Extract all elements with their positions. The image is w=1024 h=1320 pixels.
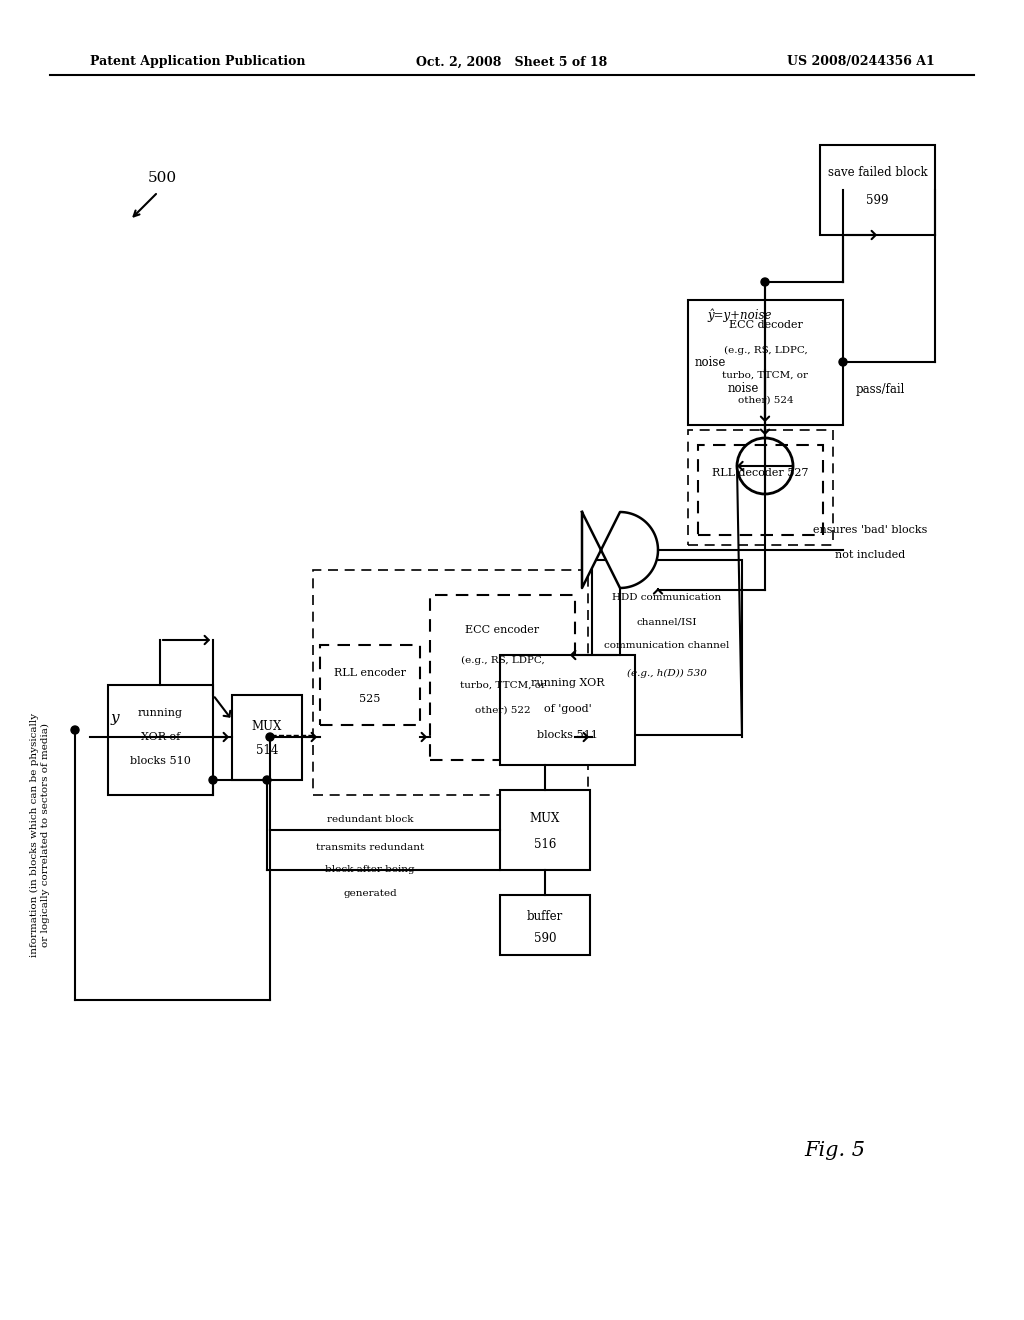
- Text: ensures 'bad' blocks: ensures 'bad' blocks: [813, 525, 927, 535]
- Circle shape: [266, 733, 274, 741]
- Bar: [430, 595, 575, 760]
- Text: US 2008/0244356 A1: US 2008/0244356 A1: [787, 55, 935, 69]
- Text: redundant block: redundant block: [327, 816, 414, 825]
- Bar: [698, 445, 823, 535]
- Text: of 'good': of 'good': [544, 704, 592, 714]
- Text: running: running: [138, 708, 183, 718]
- Text: buffer: buffer: [527, 911, 563, 924]
- Text: MUX: MUX: [529, 812, 560, 825]
- Bar: [319, 645, 420, 725]
- Text: Patent Application Publication: Patent Application Publication: [90, 55, 305, 69]
- Text: Oct. 2, 2008   Sheet 5 of 18: Oct. 2, 2008 Sheet 5 of 18: [417, 55, 607, 69]
- Bar: [313, 570, 588, 795]
- Text: RLL decoder 527: RLL decoder 527: [713, 469, 809, 478]
- Text: turbo, TTCM, or: turbo, TTCM, or: [460, 681, 546, 689]
- Bar: [500, 789, 590, 870]
- Text: (e.g., h(D)) 530: (e.g., h(D)) 530: [627, 668, 707, 677]
- Bar: [500, 895, 590, 954]
- Text: pass/fail: pass/fail: [855, 384, 904, 396]
- Text: blocks 510: blocks 510: [130, 756, 190, 766]
- Circle shape: [263, 776, 271, 784]
- Text: 514: 514: [256, 744, 279, 758]
- Text: y: y: [111, 711, 120, 725]
- Text: block after being: block after being: [326, 866, 415, 874]
- Circle shape: [761, 279, 769, 286]
- Text: information (in blocks which can be physically
or logically correlated to sector: information (in blocks which can be phys…: [30, 713, 50, 957]
- Bar: [592, 560, 742, 735]
- Circle shape: [71, 726, 79, 734]
- Text: turbo, TTCM, or: turbo, TTCM, or: [723, 371, 809, 380]
- Bar: [688, 300, 843, 425]
- Text: 525: 525: [359, 694, 381, 704]
- Text: MUX: MUX: [252, 721, 283, 734]
- Bar: [500, 655, 635, 766]
- Text: noise: noise: [694, 355, 726, 368]
- Text: other) 522: other) 522: [475, 705, 530, 714]
- Text: HDD communication: HDD communication: [612, 594, 722, 602]
- Text: generated: generated: [343, 888, 397, 898]
- Text: communication channel: communication channel: [604, 642, 730, 651]
- Text: XOR of: XOR of: [141, 733, 180, 742]
- Text: channel/ISI: channel/ISI: [637, 618, 697, 627]
- Text: not included: not included: [835, 550, 905, 560]
- Text: save failed block: save failed block: [827, 166, 928, 180]
- Text: 516: 516: [534, 838, 556, 851]
- Text: 590: 590: [534, 932, 556, 945]
- Text: ECC encoder: ECC encoder: [466, 624, 540, 635]
- Text: running XOR: running XOR: [530, 678, 604, 688]
- Bar: [688, 430, 833, 545]
- Text: Fig. 5: Fig. 5: [805, 1140, 865, 1159]
- Bar: [232, 696, 302, 780]
- Text: 500: 500: [147, 172, 176, 185]
- Text: (e.g., RS, LDPC,: (e.g., RS, LDPC,: [724, 346, 807, 355]
- Circle shape: [209, 776, 217, 784]
- Text: other) 524: other) 524: [737, 396, 794, 404]
- Text: ŷ=y+noise: ŷ=y+noise: [708, 309, 772, 322]
- Text: transmits redundant: transmits redundant: [315, 843, 424, 853]
- Text: blocks 511: blocks 511: [537, 730, 598, 741]
- Text: noise: noise: [727, 381, 759, 395]
- Text: 599: 599: [866, 194, 889, 206]
- Text: ECC decoder: ECC decoder: [728, 319, 803, 330]
- Polygon shape: [582, 512, 658, 587]
- Bar: [108, 685, 213, 795]
- Bar: [820, 145, 935, 235]
- Text: (e.g., RS, LDPC,: (e.g., RS, LDPC,: [461, 656, 545, 664]
- Circle shape: [839, 358, 847, 366]
- Text: RLL encoder: RLL encoder: [334, 668, 406, 678]
